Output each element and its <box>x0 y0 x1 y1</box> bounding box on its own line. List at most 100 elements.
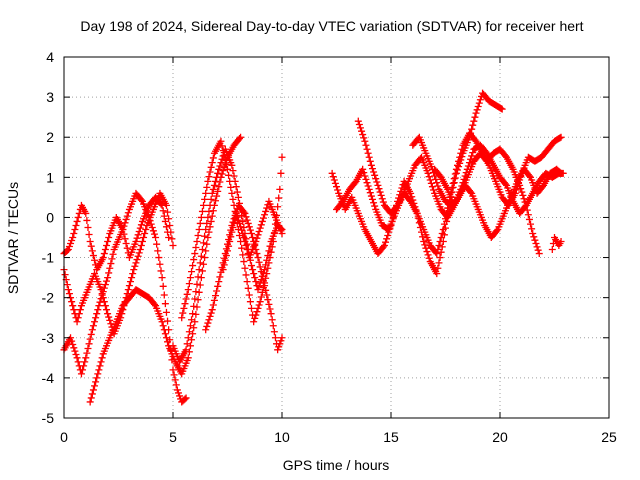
data-point <box>259 214 267 222</box>
data-point <box>182 394 190 402</box>
data-point <box>93 374 101 382</box>
data-point <box>458 145 466 153</box>
data-point <box>493 227 501 235</box>
data-point <box>121 219 129 227</box>
data-point <box>256 224 264 232</box>
data-point <box>209 154 217 162</box>
data-point <box>436 238 444 246</box>
data-point <box>70 306 78 314</box>
data-point <box>86 335 94 343</box>
data-point <box>219 266 227 274</box>
data-point <box>473 106 481 114</box>
data-point <box>70 344 78 352</box>
data-point <box>137 242 145 250</box>
data-point <box>368 165 376 173</box>
data-point <box>158 274 166 282</box>
data-point <box>162 223 170 231</box>
data-point <box>97 358 105 366</box>
data-point <box>99 254 107 262</box>
data-point <box>162 201 170 209</box>
data-point <box>452 165 460 173</box>
data-point <box>463 165 471 173</box>
data-point <box>204 234 212 241</box>
data-point <box>64 246 72 254</box>
data-point <box>154 247 162 255</box>
data-point <box>193 303 201 311</box>
data-point <box>209 301 217 309</box>
y-tick-label: 2 <box>46 129 54 145</box>
data-point <box>379 243 387 251</box>
data-point <box>233 213 241 221</box>
data-point <box>266 305 274 313</box>
data-point <box>134 252 142 260</box>
data-point <box>206 168 214 176</box>
data-point <box>421 241 429 249</box>
data-point <box>380 242 388 250</box>
data-point <box>160 212 168 220</box>
data-point <box>105 313 113 321</box>
data-point <box>264 296 272 304</box>
data-point <box>85 230 93 238</box>
data-point <box>183 290 191 298</box>
data-point <box>270 229 278 237</box>
data-point <box>203 322 211 330</box>
data-point <box>252 311 260 319</box>
data-point <box>218 155 226 163</box>
data-point <box>467 155 475 163</box>
data-point <box>107 260 115 268</box>
data-point <box>532 240 540 248</box>
data-point <box>69 340 77 348</box>
data-point <box>269 238 277 246</box>
data-point <box>229 223 237 231</box>
data-point <box>255 258 263 266</box>
data-point <box>213 287 221 295</box>
data-point <box>267 248 275 256</box>
data-point <box>191 295 199 303</box>
data-point <box>334 186 342 194</box>
data-point <box>277 337 285 345</box>
data-point <box>140 234 148 241</box>
y-axis-label: SDTVAR / TECUs <box>5 182 21 294</box>
data-point <box>105 234 113 241</box>
data-point <box>370 199 378 207</box>
data-point <box>178 314 186 322</box>
data-point <box>213 192 221 200</box>
data-point <box>243 278 251 286</box>
data-point <box>188 268 196 276</box>
data-point <box>80 362 88 370</box>
data-point <box>212 177 220 185</box>
data-point <box>97 286 105 294</box>
data-point <box>276 340 284 348</box>
data-point <box>557 133 565 141</box>
data-point <box>244 284 252 292</box>
data-point <box>186 322 194 330</box>
data-point <box>331 179 339 187</box>
data-point <box>72 350 80 358</box>
data-point <box>64 286 72 294</box>
data-point <box>123 212 131 220</box>
data-point <box>359 131 367 139</box>
data-point <box>135 227 143 235</box>
data-point <box>63 281 71 289</box>
data-point <box>84 344 92 352</box>
data-point <box>362 175 370 183</box>
data-point <box>95 366 103 374</box>
data-point <box>237 223 245 231</box>
data-point <box>181 395 189 403</box>
data-point <box>383 235 391 243</box>
data-point <box>201 254 209 262</box>
data-point <box>207 309 215 317</box>
data-point <box>83 216 91 224</box>
data-point <box>165 234 173 241</box>
data-point <box>129 270 137 278</box>
data-point <box>169 366 177 374</box>
series-track-1 <box>60 189 190 406</box>
data-point <box>94 370 102 378</box>
data-point <box>241 209 249 217</box>
data-point <box>174 389 182 397</box>
data-point <box>108 255 116 263</box>
data-point <box>208 189 216 197</box>
data-point <box>149 227 157 235</box>
data-point <box>437 234 445 241</box>
